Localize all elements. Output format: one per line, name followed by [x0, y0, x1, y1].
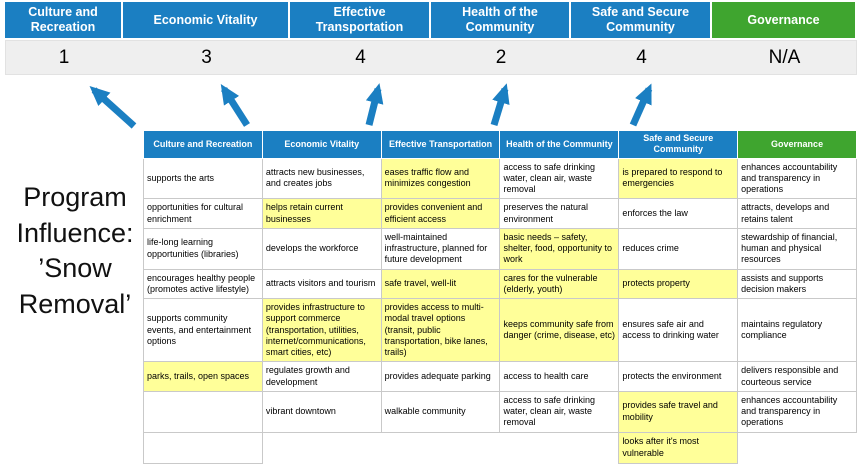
score-governance: N/A [768, 46, 801, 68]
score-culture-and-recreation: 1 [58, 46, 70, 68]
matrix-cell-r6c2: regulates growth and development [261, 361, 382, 392]
matrix-cell-r2c4: preserves the natural environment [499, 198, 620, 229]
matrix-row-8: looks after it's most vulnerable [143, 431, 857, 464]
matrix-header-1: Culture and Recreation [143, 130, 263, 159]
matrix-row-4: encourages healthy people (promotes acti… [143, 268, 857, 299]
matrix-cell-r8c6 [738, 432, 857, 463]
score-safe-and-secure-community: 4 [636, 46, 647, 68]
matrix-cell-r8c3 [381, 432, 500, 463]
matrix-cell-r1c3: eases traffic flow and minimizes congest… [380, 157, 501, 200]
matrix-row-2: opportunities for cultural enrichment hel… [143, 198, 857, 229]
matrix-cell-r6c1: parks, trails, open spaces [143, 361, 263, 392]
matrix-cell-r3c3: well-maintained infrastructure, planned … [380, 227, 501, 270]
score-health-of-the-community: 2 [495, 46, 507, 68]
score-economic-vitality: 3 [201, 46, 212, 68]
matrix-cell-r8c5: looks after it's most vulnerable [618, 431, 739, 464]
matrix-cell-r3c2: develops the workforce [261, 227, 382, 270]
matrix-cell-r5c4: keeps community safe from danger (crime,… [499, 297, 620, 363]
matrix-cell-r7c3: walkable community [380, 390, 501, 433]
influence-arrows [89, 83, 653, 129]
matrix-cell-r7c4: access to safe drinking water, clean air… [499, 390, 620, 433]
matrix-cell-r7c2: vibrant downtown [261, 390, 382, 433]
matrix-row-1: supports the arts attracts new businesses… [143, 157, 857, 200]
matrix-row-3: life-long learning opportunities (librar… [143, 227, 857, 270]
category-header-band: Culture and Recreation Economic Vitality… [5, 2, 855, 38]
score-effective-transportation: 4 [355, 46, 366, 68]
matrix-cell-r2c5: enforces the law [618, 198, 739, 229]
matrix-cell-r4c5: protects property [618, 268, 739, 299]
category-header-safe-and-secure-community: Safe and Secure Community [571, 2, 710, 38]
category-header-effective-transportation: Effective Transportation [290, 2, 429, 38]
matrix-cell-r2c2: helps retain current businesses [261, 198, 382, 229]
matrix-cell-r7c5: provides safe travel and mobility [618, 390, 739, 433]
matrix-cell-r6c5: protects the environment [618, 361, 739, 392]
matrix-cell-r8c2 [262, 432, 381, 463]
matrix-cell-r2c1: opportunities for cultural enrichment [143, 198, 263, 229]
matrix-cell-r1c4: access to safe drinking water, clean air… [499, 157, 620, 200]
matrix-header-row: Culture and Recreation Economic Vitality E… [143, 130, 857, 159]
matrix-cell-r4c2: attracts visitors and tourism [261, 268, 382, 299]
matrix-cell-r6c3: provides adequate parking [380, 361, 501, 392]
matrix-cell-r3c4: basic needs – safety, shelter, food, opp… [499, 227, 620, 270]
matrix-cell-r6c4: access to health care [499, 361, 620, 392]
matrix-cell-r4c1: encourages healthy people (promotes acti… [143, 268, 263, 299]
matrix-cell-r1c1: supports the arts [143, 157, 263, 200]
matrix-cell-r7c6: enhances accountability and transparency… [737, 390, 857, 433]
matrix-cell-r2c3: provides convenient and efficient access [380, 198, 501, 229]
matrix-cell-r4c6: assists and supports decision makers [737, 268, 857, 299]
matrix-cell-r5c2: provides infrastructure to support comme… [261, 297, 382, 363]
matrix-cell-r3c1: life-long learning opportunities (librar… [143, 227, 263, 270]
matrix-cell-r3c6: stewardship of financial, human and phys… [737, 227, 857, 270]
matrix-cell-r4c3: safe travel, well-lit [380, 268, 501, 299]
matrix-row-6: parks, trails, open spaces regulates grow… [143, 361, 857, 392]
matrix-cell-r5c1: supports community events, and entertain… [143, 297, 263, 363]
matrix-cell-r2c6: attracts, develops and retains talent [737, 198, 857, 229]
matrix-cell-r6c6: delivers responsible and courteous servi… [737, 361, 857, 392]
matrix-cell-r1c6: enhances accountability and transparency… [737, 157, 857, 200]
up-arrow-icon-3 [365, 83, 384, 126]
program-influence-label: Program Influence: ’Snow Removal’ [16, 182, 134, 319]
matrix-row-7: vibrant downtown walkable community access… [143, 390, 857, 433]
matrix-header-3: Effective Transportation [380, 130, 501, 159]
matrix-header-5: Safe and Secure Community [618, 130, 739, 159]
influence-matrix: Culture and Recreation Economic Vitality E… [143, 130, 857, 464]
matrix-cell-r8c1 [143, 431, 263, 464]
up-arrow-icon-2 [220, 83, 250, 127]
category-header-governance: Governance [712, 2, 855, 38]
score-band: 1 3 4 2 4 N/A [5, 40, 857, 75]
matrix-cell-r4c4: cares for the vulnerable (elderly, youth… [499, 268, 620, 299]
matrix-header-2: Economic Vitality [261, 130, 382, 159]
matrix-cell-r3c5: reduces crime [618, 227, 739, 270]
matrix-cell-r5c5: ensures safe air and access to drinking … [618, 297, 739, 363]
matrix-cell-r5c6: maintains regulatory compliance [737, 297, 857, 363]
matrix-cell-r5c3: provides access to multi-modal travel op… [380, 297, 501, 363]
matrix-cell-r7c1 [143, 390, 263, 433]
matrix-cell-r8c4 [500, 432, 619, 463]
category-header-culture-and-recreation: Culture and Recreation [5, 2, 121, 38]
category-header-health-of-the-community: Health of the Community [431, 2, 569, 38]
matrix-header-6: Governance [737, 130, 857, 159]
matrix-header-4: Health of the Community [499, 130, 620, 159]
up-arrow-icon-1 [89, 85, 137, 129]
up-arrow-icon-5 [629, 83, 653, 127]
matrix-cell-r1c2: attracts new businesses, and creates job… [261, 157, 382, 200]
matrix-row-5: supports community events, and entertain… [143, 297, 857, 363]
matrix-cell-r1c5: is prepared to respond to emergencies [618, 157, 739, 200]
matrix-body: supports the arts attracts new businesses… [143, 157, 857, 464]
category-header-economic-vitality: Economic Vitality [123, 2, 288, 38]
up-arrow-icon-4 [490, 83, 510, 127]
